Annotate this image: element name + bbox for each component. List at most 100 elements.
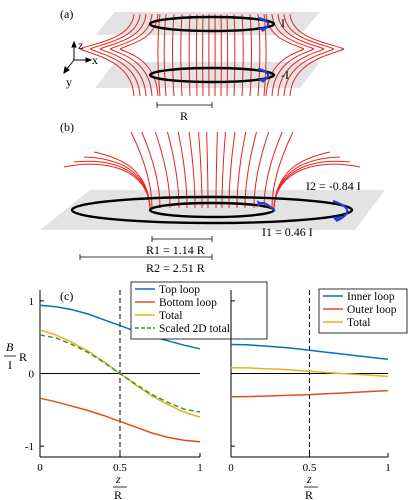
field-line-a	[79, 13, 135, 50]
inner-current-arrowhead	[257, 200, 263, 206]
axes-triad	[63, 40, 93, 74]
y-tick-label: 1	[29, 296, 35, 308]
field-line-b	[244, 131, 258, 209]
field-line-a	[109, 13, 153, 50]
field-line-b	[273, 163, 361, 209]
x-tick-label: 1	[385, 462, 391, 474]
z-axis-label: z	[78, 38, 83, 52]
field-line-b	[130, 131, 153, 209]
x-tick-label: 0	[228, 462, 234, 474]
field-line-b	[154, 131, 171, 209]
field-line-a	[99, 13, 147, 50]
field-line-a	[89, 48, 141, 97]
x-tick-label: 1	[197, 462, 203, 474]
i1-label: I1 = 0.46 I	[262, 225, 313, 239]
outer-current-arrow	[332, 199, 349, 222]
legend-entry: Scaled 2D total	[159, 323, 230, 335]
series-line-top-loop	[39, 304, 201, 350]
x-tick-label: 0.5	[113, 462, 127, 474]
field-line-a	[257, 13, 261, 97]
outer-loop	[70, 195, 354, 225]
x-axis-label: x	[92, 53, 98, 67]
field-line-a	[226, 13, 229, 97]
field-line-a	[79, 48, 135, 97]
field-line-b	[221, 131, 226, 209]
field-line-a	[265, 48, 305, 97]
xlabel-left-denominator: R	[114, 488, 122, 500]
field-line-a	[119, 48, 159, 97]
panel-b-label: (b)	[60, 120, 74, 134]
y-arrowhead	[63, 66, 70, 74]
panel-a: (a) I -I z x y R	[60, 7, 345, 123]
y-tick-label: -1	[25, 441, 34, 453]
series-line-total	[230, 366, 389, 378]
field-line-a	[289, 48, 345, 97]
legend-entry: Inner loop	[347, 291, 395, 303]
panel-b: (b) I2 = -0.84 I I1 = 0.46 I R1 = 1.14 R…	[40, 120, 385, 275]
field-line-a	[99, 48, 147, 97]
field-line-b	[166, 131, 180, 209]
field-line-a	[163, 13, 167, 97]
field-line-b	[215, 131, 218, 209]
r2-label: R2 = 2.51 R	[146, 261, 205, 275]
legend-entry: Total	[159, 310, 182, 322]
outer-current-arrowhead	[332, 216, 343, 221]
r-dimension-label: R	[180, 109, 188, 123]
panel-c-label: (c)	[60, 289, 73, 303]
top-current-label: I	[281, 16, 285, 30]
field-line-b	[253, 131, 270, 209]
field-line-a	[171, 13, 175, 97]
legend-entry: Total	[347, 317, 370, 329]
field-line-a	[188, 13, 191, 97]
field-line-a	[289, 13, 345, 50]
field-line-a	[277, 48, 325, 97]
bottom-current-arrowhead	[258, 78, 268, 82]
r1-label: R1 = 1.14 R	[146, 243, 205, 257]
field-line-b	[141, 131, 161, 209]
field-line-a	[180, 13, 183, 97]
y-axis-label: y	[66, 75, 72, 89]
panel-a-label: (a)	[60, 7, 73, 21]
field-line-b	[198, 131, 203, 209]
field-line-a	[241, 13, 244, 97]
xlabel-right-numerator: z	[306, 472, 312, 486]
x-tick-label: 0	[37, 462, 43, 474]
field-line-b	[177, 131, 188, 209]
field-line-b	[206, 131, 209, 209]
field-line-a	[195, 13, 198, 97]
field-line-b	[236, 131, 247, 209]
series-line-outer-loop	[230, 389, 389, 398]
i2-label: I2 = -0.84 I	[306, 179, 361, 193]
series-line-inner-loop	[230, 343, 389, 361]
field-line-a	[249, 13, 253, 97]
z-arrowhead	[71, 40, 77, 48]
ylabel-denominator: I	[8, 358, 12, 372]
legend-entry: Outer loop	[347, 304, 397, 316]
bottom-current-label: -I	[281, 68, 289, 82]
series-line-scaled-2d-total	[39, 334, 201, 413]
xlabel-right-denominator: R	[305, 488, 313, 500]
field-line-a	[283, 48, 335, 97]
field-line-a	[271, 13, 315, 50]
y-tick-label: 0	[29, 369, 35, 381]
ylabel-suffix: R	[19, 350, 27, 364]
field-line-a	[283, 13, 335, 50]
legend-entry: Bottom loop	[159, 297, 217, 309]
x-tick-label: 0.5	[303, 462, 317, 474]
field-lines-a	[79, 13, 345, 97]
field-line-b	[271, 131, 294, 209]
legend-entry: Top loop	[159, 284, 200, 296]
field-line-a	[271, 48, 315, 97]
field-line-a	[277, 13, 325, 50]
top-current-arrowhead	[258, 27, 268, 31]
field-line-b	[263, 131, 283, 209]
top-loop	[148, 15, 276, 33]
legend-box	[130, 281, 268, 340]
field-line-b	[188, 131, 196, 209]
